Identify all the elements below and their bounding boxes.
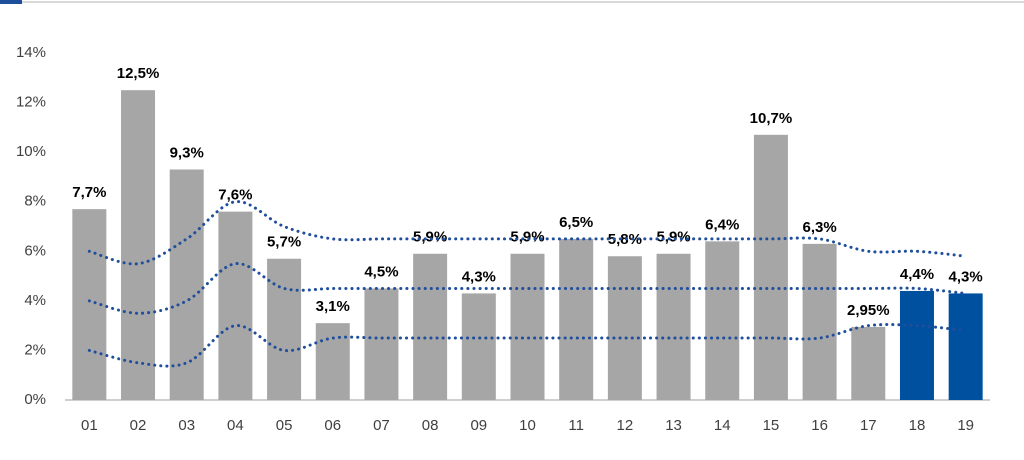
data-label: 6,4% xyxy=(705,216,739,233)
x-tick-label: 08 xyxy=(422,417,439,434)
data-label: 6,3% xyxy=(803,219,837,236)
bar xyxy=(461,293,496,400)
x-tick-label: 13 xyxy=(665,417,682,434)
x-tick-label: 12 xyxy=(617,417,634,434)
bar xyxy=(510,253,545,400)
y-tick-label: 10% xyxy=(16,143,46,160)
data-label: 7,7% xyxy=(72,184,106,201)
bar xyxy=(607,256,642,400)
data-label: 4,5% xyxy=(364,263,398,280)
x-tick-label: 11 xyxy=(568,417,584,434)
data-label: 5,8% xyxy=(608,231,642,248)
x-tick-label: 02 xyxy=(130,417,147,434)
x-tick-label: 05 xyxy=(276,417,293,434)
bar xyxy=(559,238,594,400)
data-label: 5,9% xyxy=(413,229,447,246)
y-tick-label: 8% xyxy=(24,193,46,210)
bar xyxy=(413,253,448,400)
bar xyxy=(656,253,691,400)
data-label: 9,3% xyxy=(170,144,204,161)
x-tick-label: 19 xyxy=(957,417,974,434)
data-label: 2,95% xyxy=(847,302,890,319)
bar xyxy=(169,169,204,400)
x-tick-label: 10 xyxy=(519,417,536,434)
data-label: 5,9% xyxy=(510,229,544,246)
top-decoration xyxy=(0,0,22,4)
bar xyxy=(705,241,740,400)
bar xyxy=(315,323,350,400)
bar xyxy=(802,243,837,400)
data-label: 10,7% xyxy=(750,110,793,127)
bar xyxy=(267,258,302,400)
x-tick-label: 17 xyxy=(860,417,877,434)
bar xyxy=(121,90,156,400)
x-tick-label: 04 xyxy=(227,417,244,434)
x-tick-label: 07 xyxy=(373,417,390,434)
data-label: 5,9% xyxy=(656,229,690,246)
y-tick-label: 14% xyxy=(16,44,46,61)
y-tick-label: 12% xyxy=(16,94,46,111)
bar xyxy=(899,290,934,400)
x-tick-label: 06 xyxy=(324,417,341,434)
y-tick-label: 2% xyxy=(24,341,46,358)
x-tick-label: 15 xyxy=(763,417,780,434)
bar xyxy=(218,211,253,400)
x-tick-label: 14 xyxy=(714,417,731,434)
x-tick-label: 03 xyxy=(178,417,195,434)
y-tick-label: 4% xyxy=(24,292,46,309)
bar xyxy=(364,288,399,400)
bar xyxy=(753,134,788,401)
y-tick-label: 0% xyxy=(24,391,46,408)
x-tick-label: 01 xyxy=(81,417,98,434)
x-tick-label: 18 xyxy=(909,417,926,434)
data-label: 5,7% xyxy=(267,234,301,251)
data-label: 6,5% xyxy=(559,214,593,231)
band-line xyxy=(87,200,968,266)
data-label: 4,3% xyxy=(949,268,983,285)
data-label: 12,5% xyxy=(117,65,160,82)
data-label: 7,6% xyxy=(218,187,252,204)
band-line xyxy=(87,323,968,368)
y-tick-label: 6% xyxy=(24,242,46,259)
band-line xyxy=(87,262,968,315)
bar xyxy=(851,326,886,400)
x-tick-label: 09 xyxy=(470,417,487,434)
data-label: 3,1% xyxy=(316,298,350,315)
bar xyxy=(948,293,983,400)
x-tick-label: 16 xyxy=(811,417,828,434)
data-label: 4,3% xyxy=(462,268,496,285)
data-label: 4,4% xyxy=(900,266,934,283)
